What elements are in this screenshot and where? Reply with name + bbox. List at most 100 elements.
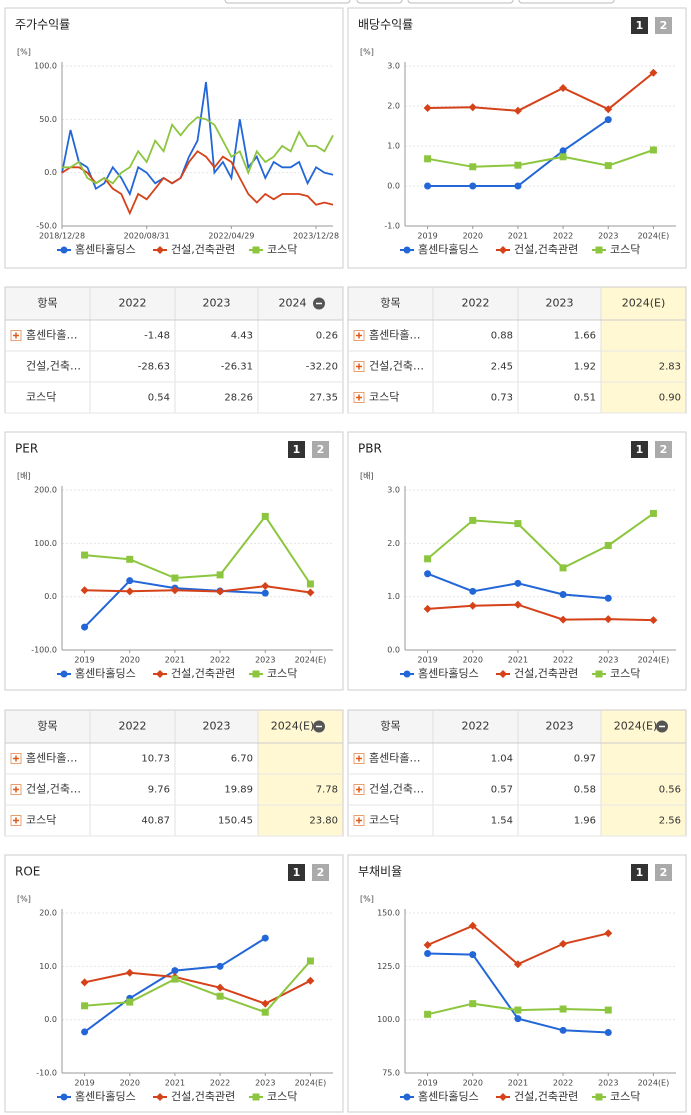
table-header: 2024 <box>279 297 307 310</box>
legend-label: 건설,건축관련 <box>514 1090 578 1103</box>
marker <box>171 967 179 975</box>
unit-label: [배] <box>360 472 374 481</box>
expand-icon-plus[interactable] <box>356 786 362 793</box>
pager-button[interactable] <box>312 864 329 881</box>
pager-label[interactable]: 1 <box>636 866 644 879</box>
highlight-column <box>258 710 343 836</box>
marker <box>60 246 68 254</box>
highlight-column <box>601 710 686 836</box>
pager-button[interactable] <box>655 17 672 34</box>
marker <box>514 579 522 587</box>
marker <box>424 182 432 190</box>
x-tick-label: 2023 <box>255 1079 275 1088</box>
table-cell: 4.43 <box>231 331 253 342</box>
marker <box>423 104 432 112</box>
pager-label[interactable]: 1 <box>293 443 301 456</box>
marker <box>60 670 68 678</box>
marker <box>469 1000 477 1008</box>
legend-label: 건설,건축관련 <box>171 667 235 680</box>
x-tick-label: 2021 <box>508 1079 528 1088</box>
pager-label[interactable]: 1 <box>636 19 644 32</box>
y-tick-label: -100.0 <box>31 646 57 655</box>
y-tick-label: 0.0 <box>44 1015 57 1024</box>
x-tick-label: 2022 <box>210 1079 230 1088</box>
pager-button[interactable] <box>312 441 329 458</box>
y-tick-label: 20.0 <box>39 909 57 918</box>
y-tick-label: 1.0 <box>387 142 400 151</box>
pager-button[interactable] <box>631 864 648 881</box>
expand-icon-plus[interactable] <box>13 755 19 762</box>
pager-button[interactable] <box>655 864 672 881</box>
expand-icon-plus[interactable] <box>13 786 19 793</box>
panel <box>4 854 344 1113</box>
x-tick-label: 2023 <box>598 232 618 241</box>
chart-title: 부채비율 <box>358 865 402 879</box>
pager-label[interactable]: 2 <box>660 19 668 32</box>
marker <box>559 1005 567 1013</box>
marker <box>424 950 432 958</box>
pager-label[interactable]: 1 <box>293 866 301 879</box>
marker <box>559 147 567 155</box>
pager-button[interactable] <box>288 441 305 458</box>
marker <box>80 586 89 595</box>
legend-label: 건설,건축관련 <box>171 243 235 256</box>
pager-label[interactable]: 2 <box>660 866 668 879</box>
expand-icon-plus[interactable] <box>356 755 362 762</box>
table-cell: 0.57 <box>491 785 513 796</box>
panel <box>4 7 344 269</box>
row-name: 홈센타홀… <box>26 751 77 765</box>
top-button[interactable] <box>407 0 514 4</box>
pager-button[interactable] <box>631 17 648 34</box>
expand-icon-plus[interactable] <box>13 817 19 824</box>
y-tick-label: 10.0 <box>39 962 57 971</box>
top-button[interactable] <box>356 0 403 4</box>
marker <box>81 1028 89 1036</box>
marker <box>595 1093 603 1101</box>
x-tick-label: 2024(E) <box>295 1079 327 1088</box>
marker <box>468 103 477 112</box>
unit-label: [%] <box>360 48 374 57</box>
marker <box>604 1006 612 1014</box>
row-name: 건설,건축… <box>369 783 424 796</box>
marker <box>261 582 270 591</box>
expand-icon-plus[interactable] <box>13 332 19 339</box>
table-cell: 10.73 <box>141 754 170 765</box>
marker <box>156 246 164 254</box>
marker <box>649 509 657 517</box>
x-tick-label: 2022 <box>553 656 573 665</box>
table-cell: 40.87 <box>141 816 170 827</box>
table-header: 항목 <box>380 297 400 310</box>
expand-icon-plus[interactable] <box>356 332 362 339</box>
top-button[interactable] <box>224 0 351 4</box>
marker <box>559 939 568 948</box>
marker <box>261 999 270 1008</box>
marker <box>261 1008 269 1016</box>
marker <box>216 587 225 596</box>
table-cell: 1.96 <box>574 816 596 827</box>
x-tick-label: 2019 <box>417 656 437 665</box>
pager-button[interactable] <box>288 864 305 881</box>
table-cell: 0.54 <box>148 393 170 404</box>
marker <box>499 670 507 678</box>
pager-button[interactable] <box>655 441 672 458</box>
expand-icon-plus[interactable] <box>356 817 362 824</box>
x-tick-label: 2019 <box>74 1079 94 1088</box>
expand-icon-plus[interactable] <box>356 363 362 370</box>
pager-label[interactable]: 1 <box>636 443 644 456</box>
pager-label[interactable]: 2 <box>317 443 325 456</box>
top-button[interactable] <box>518 0 615 4</box>
pager-label[interactable]: 2 <box>660 443 668 456</box>
table-header: 2023 <box>546 297 574 310</box>
x-tick-label: 2024(E) <box>638 232 670 241</box>
marker <box>649 616 658 625</box>
series-line <box>62 116 334 185</box>
pager-button[interactable] <box>631 441 648 458</box>
pager-label[interactable]: 2 <box>317 866 325 879</box>
expand-icon-plus[interactable] <box>356 394 362 401</box>
row-name: 홈센타홀… <box>26 328 77 342</box>
panel <box>4 431 344 691</box>
marker <box>156 670 164 678</box>
legend-label: 코스닥 <box>267 667 297 680</box>
table-cell: 7.78 <box>316 785 338 796</box>
marker <box>252 1093 260 1101</box>
